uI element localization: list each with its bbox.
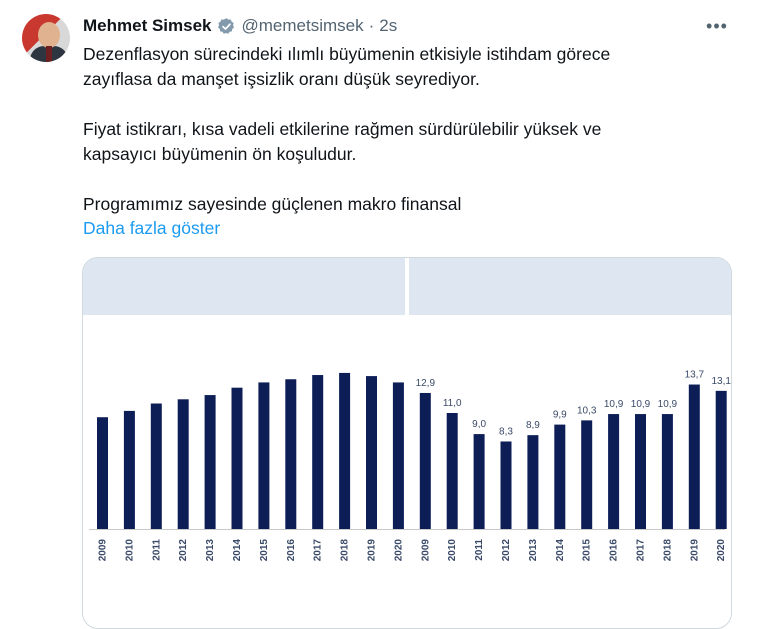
chart-tick-label: 2014 <box>555 539 566 562</box>
chart-tick-label: 2009 <box>420 539 431 562</box>
chart-bar <box>231 387 243 529</box>
chart-data-label: 13,7 <box>685 370 705 381</box>
chart-bar <box>285 379 297 529</box>
tweet-text-line: Programımız sayesinde güçlenen makro fin… <box>83 194 462 214</box>
chart-bar <box>339 372 351 529</box>
chart-bar <box>150 403 162 529</box>
timestamp[interactable]: 2s <box>379 16 398 35</box>
chart-tick-label: 2016 <box>609 539 620 562</box>
tweet-header: Mehmet Simsek @memetsimsek · 2s <box>83 14 397 38</box>
chart-tick-label: 2013 <box>528 539 539 562</box>
chart-bar <box>661 414 673 529</box>
chart-tick-label: 2011 <box>151 539 162 561</box>
chart-header-divider <box>405 258 409 315</box>
chart-bar <box>581 420 593 529</box>
chart-tick-label: 2019 <box>367 539 378 562</box>
chart-data-label: 10,9 <box>604 399 624 410</box>
chart-bar <box>204 395 216 529</box>
chart-data-label: 12,9 <box>416 378 436 389</box>
chart-tick-label: 2011 <box>474 539 485 561</box>
chart-bar <box>97 417 108 529</box>
chart-tick-label: 2018 <box>662 539 673 562</box>
chart-tick-label: 2013 <box>205 539 216 562</box>
show-more-link[interactable]: Daha fazla göster <box>83 218 221 238</box>
chart-tick-label: 2018 <box>340 539 351 562</box>
chart-bar <box>123 410 135 529</box>
chart-bar <box>446 413 458 529</box>
chart-tick-label: 2019 <box>689 539 700 562</box>
chart-bar <box>366 376 377 529</box>
chart-tick-label: 2017 <box>313 539 324 562</box>
chart-tick-label: 2010 <box>447 539 458 562</box>
tweet-text-line: Fiyat istikrarı, kısa vadeli etkilerine … <box>83 119 602 139</box>
chart-data-label: 10,3 <box>577 405 597 416</box>
chart-bar <box>473 434 485 529</box>
chart-bar <box>554 424 566 529</box>
chart-tick-label: 2015 <box>582 539 593 562</box>
chart-data-label: 10,9 <box>658 399 678 410</box>
paragraph-gap <box>83 92 713 117</box>
chart-bar <box>527 435 539 529</box>
chart-bar <box>258 382 270 529</box>
tweet-text-line: kapsayıcı büyümenin ön koşuludur. <box>83 144 357 164</box>
author-name[interactable]: Mehmet Simsek <box>83 16 212 35</box>
chart-tick-label: 2014 <box>232 539 243 562</box>
chart-header-band-right <box>409 258 731 315</box>
tweet-text-line: Dezenflasyon sürecindeki ılımlı büyümeni… <box>83 44 611 64</box>
tweet-media-image[interactable]: 2009 2010 2011 2012 2013 2014 2015 2016 2017 2018… <box>82 257 732 629</box>
tweet-text-line: zayıflasa da manşet işsizlik oranı düşük… <box>83 69 480 89</box>
avatar-tie <box>46 46 52 62</box>
chart-data-label: 10,9 <box>631 399 651 410</box>
chart-bar <box>392 382 404 529</box>
chart-tick-label: 2017 <box>636 539 647 562</box>
chart-tick-label: 2015 <box>259 539 270 562</box>
more-options-icon[interactable]: ••• <box>706 15 728 36</box>
chart-bar <box>312 375 324 529</box>
chart-tick-label: 2012 <box>178 539 189 562</box>
chart-bar <box>177 399 189 529</box>
chart-data-label: 9,9 <box>553 410 567 421</box>
separator-dot: · <box>368 16 375 35</box>
chart-data-label: 13,1 <box>711 376 731 387</box>
chart-tick-label: 2010 <box>124 539 135 562</box>
chart-bar <box>715 390 727 529</box>
chart-header-band-left <box>83 258 405 315</box>
chart-data-label: 8,9 <box>526 420 540 431</box>
chart-bar <box>635 414 646 529</box>
chart-data-label: 9,0 <box>472 419 486 430</box>
chart-bar <box>500 441 512 529</box>
chart-tick-label: 2020 <box>716 539 727 562</box>
verified-badge-icon[interactable] <box>217 17 236 36</box>
chart-tick-label: 2020 <box>393 539 404 562</box>
unemployment-bar-chart: 2009 2010 2011 2012 2013 2014 2015 2016 2017 2018… <box>89 370 731 562</box>
chart-data-label: 11,0 <box>443 398 462 409</box>
avatar-face <box>38 22 60 48</box>
chart-tick-label: 2016 <box>286 539 297 562</box>
paragraph-gap <box>83 167 713 192</box>
chart-bar <box>608 414 620 529</box>
tweet-text: Dezenflasyon sürecindeki ılımlı büyümeni… <box>83 42 713 217</box>
chart-tick-label: 2009 <box>98 539 109 562</box>
chart-bar <box>688 384 700 529</box>
chart-data-label: 8,3 <box>499 426 513 437</box>
author-handle[interactable]: @memetsimsek <box>241 16 364 35</box>
chart-bar <box>419 392 431 529</box>
chart-tick-label: 2012 <box>501 539 512 562</box>
avatar[interactable] <box>22 14 70 62</box>
